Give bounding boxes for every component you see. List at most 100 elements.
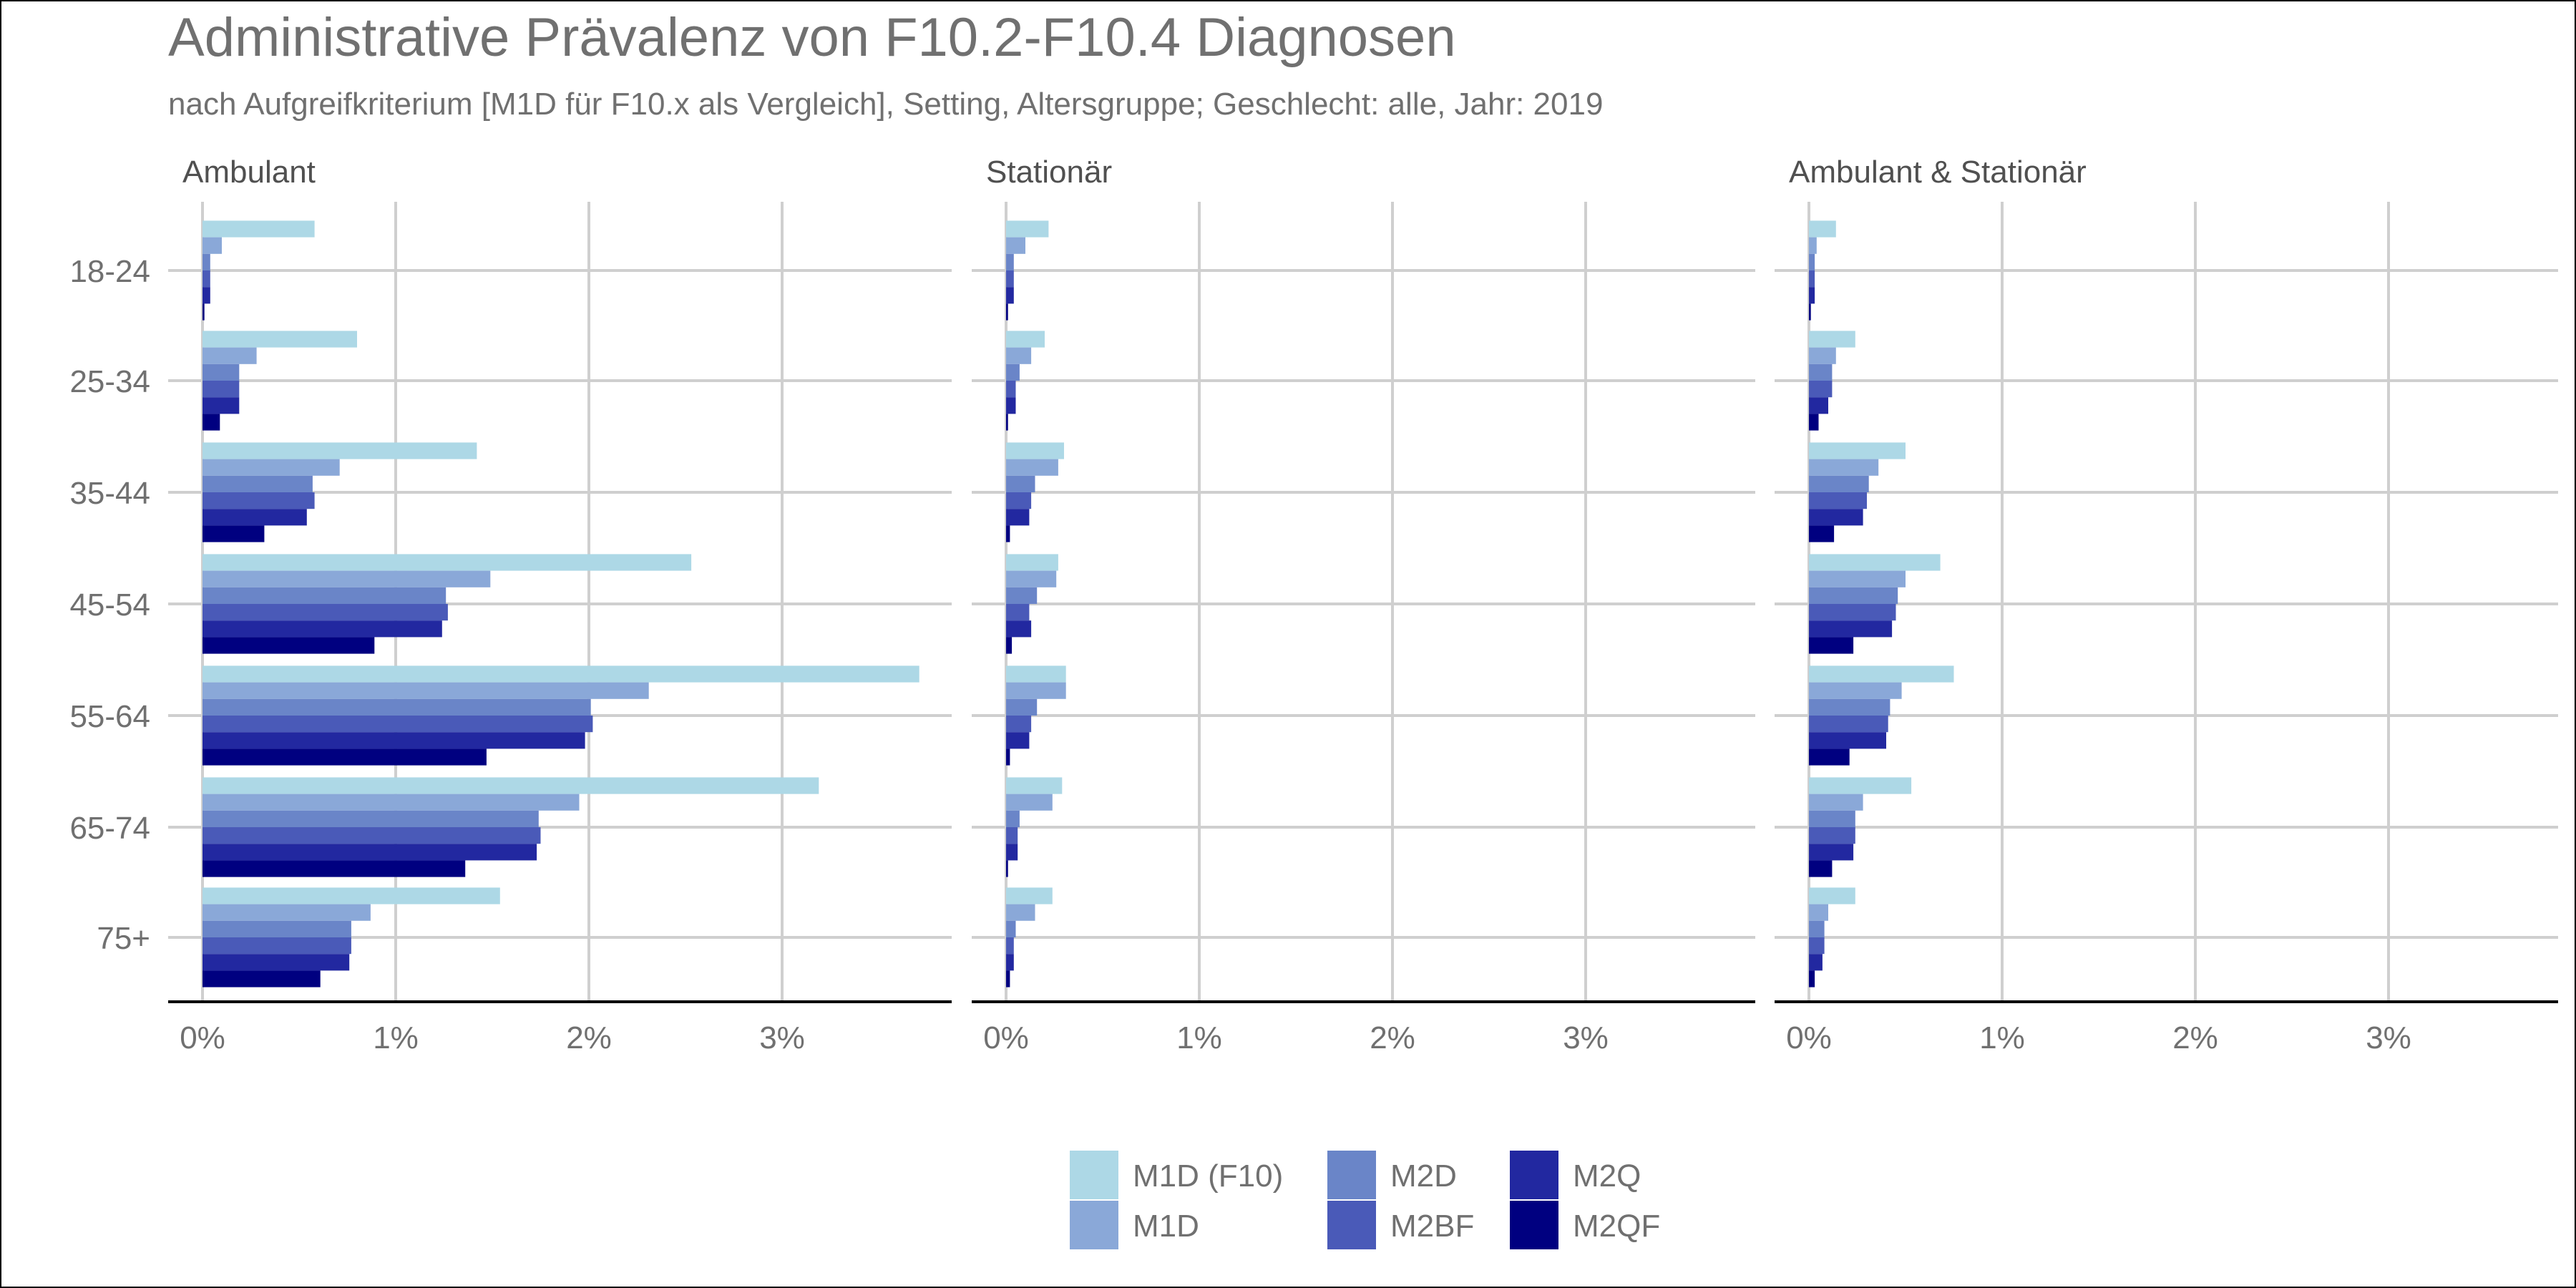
bar [1809,492,1867,509]
bar [1809,381,1833,398]
bar [1809,860,1833,877]
bar [203,860,466,877]
bar [203,887,500,904]
y-tick-label: 25-34 [69,364,150,399]
bar [203,459,340,476]
bar [203,570,491,587]
bar [203,414,220,431]
y-tick-label: 18-24 [69,254,150,289]
bar [1809,303,1811,321]
bar [1809,665,1954,683]
bar [1809,237,1817,254]
bar [203,287,210,304]
bar [1006,970,1010,987]
bar [1809,620,1893,638]
legend-item: M2Q [1510,1151,1641,1199]
bar [1006,364,1020,381]
bar [1006,716,1032,733]
bar [1006,442,1064,459]
bar [203,554,692,571]
x-tick-label: 2% [1370,1020,1415,1055]
bar [203,970,321,987]
x-tick-label: 3% [759,1020,805,1055]
bar [1809,525,1835,542]
bar [203,748,487,766]
bar [203,475,313,492]
chart-subtitle: nach Aufgreifkriterium [M1D für F10.x al… [168,87,1603,122]
legend-item: M2QF [1510,1201,1660,1249]
bar [1006,732,1030,749]
bar [1006,698,1038,716]
bar [203,794,580,811]
bar [203,954,350,971]
x-tick-label: 1% [1176,1020,1222,1055]
legend-item: M1D [1070,1201,1199,1249]
bar [1006,604,1030,621]
bar [203,492,315,509]
bar [203,442,477,459]
bar [1809,844,1854,861]
bar [1809,253,1815,270]
bar [203,637,375,654]
legend-label: M2D [1390,1158,1457,1194]
bar [1006,525,1010,542]
bar [1809,682,1902,699]
bar [1006,287,1014,304]
bar [1809,442,1906,459]
bar [1006,860,1008,877]
bar [1006,937,1014,955]
bar [203,331,357,348]
bar [1006,253,1014,270]
bar [1809,347,1836,364]
x-tick-label: 0% [1786,1020,1832,1055]
legend-item: M2D [1327,1151,1457,1199]
bar [1809,920,1825,937]
bar [1006,777,1063,794]
bar [1809,716,1888,733]
bar [203,303,205,321]
bar [1006,827,1018,844]
bar [1809,459,1879,476]
facet-panel: Stationär 0% 1% 2% 3% [972,155,1755,1055]
x-tick-label: 3% [1563,1020,1609,1055]
bar [1809,414,1819,431]
legend-label: M2QF [1573,1209,1660,1244]
bar [1809,397,1828,414]
bar [203,920,351,937]
bar [1006,270,1014,288]
legend-swatch [1070,1151,1118,1199]
bar [1809,937,1825,955]
x-tick-label: 2% [2172,1020,2218,1055]
bar [1006,475,1035,492]
y-tick-label: 65-74 [69,811,150,846]
bar [1809,587,1898,604]
bar [1809,954,1823,971]
facet-label: Stationär [986,155,1112,190]
y-tick-label: 75+ [97,921,150,956]
bar [1006,237,1025,254]
bar [1006,381,1016,398]
bar [203,509,307,526]
bar [203,732,585,749]
bar [203,665,919,683]
bar [1809,698,1890,716]
bar [203,253,210,270]
bar [203,777,819,794]
bar [1006,414,1008,431]
bar [1809,554,1941,571]
bar [1809,270,1815,288]
bar [203,682,649,699]
bar [1006,554,1058,571]
bar [203,620,442,638]
legend-swatch [1327,1151,1376,1199]
x-tick-label: 2% [566,1020,612,1055]
bar [1809,732,1886,749]
bar [1006,904,1035,921]
bar [1809,794,1863,811]
bar [203,525,265,542]
bar [1006,954,1014,971]
bar [1006,637,1013,654]
bar [1809,637,1854,654]
